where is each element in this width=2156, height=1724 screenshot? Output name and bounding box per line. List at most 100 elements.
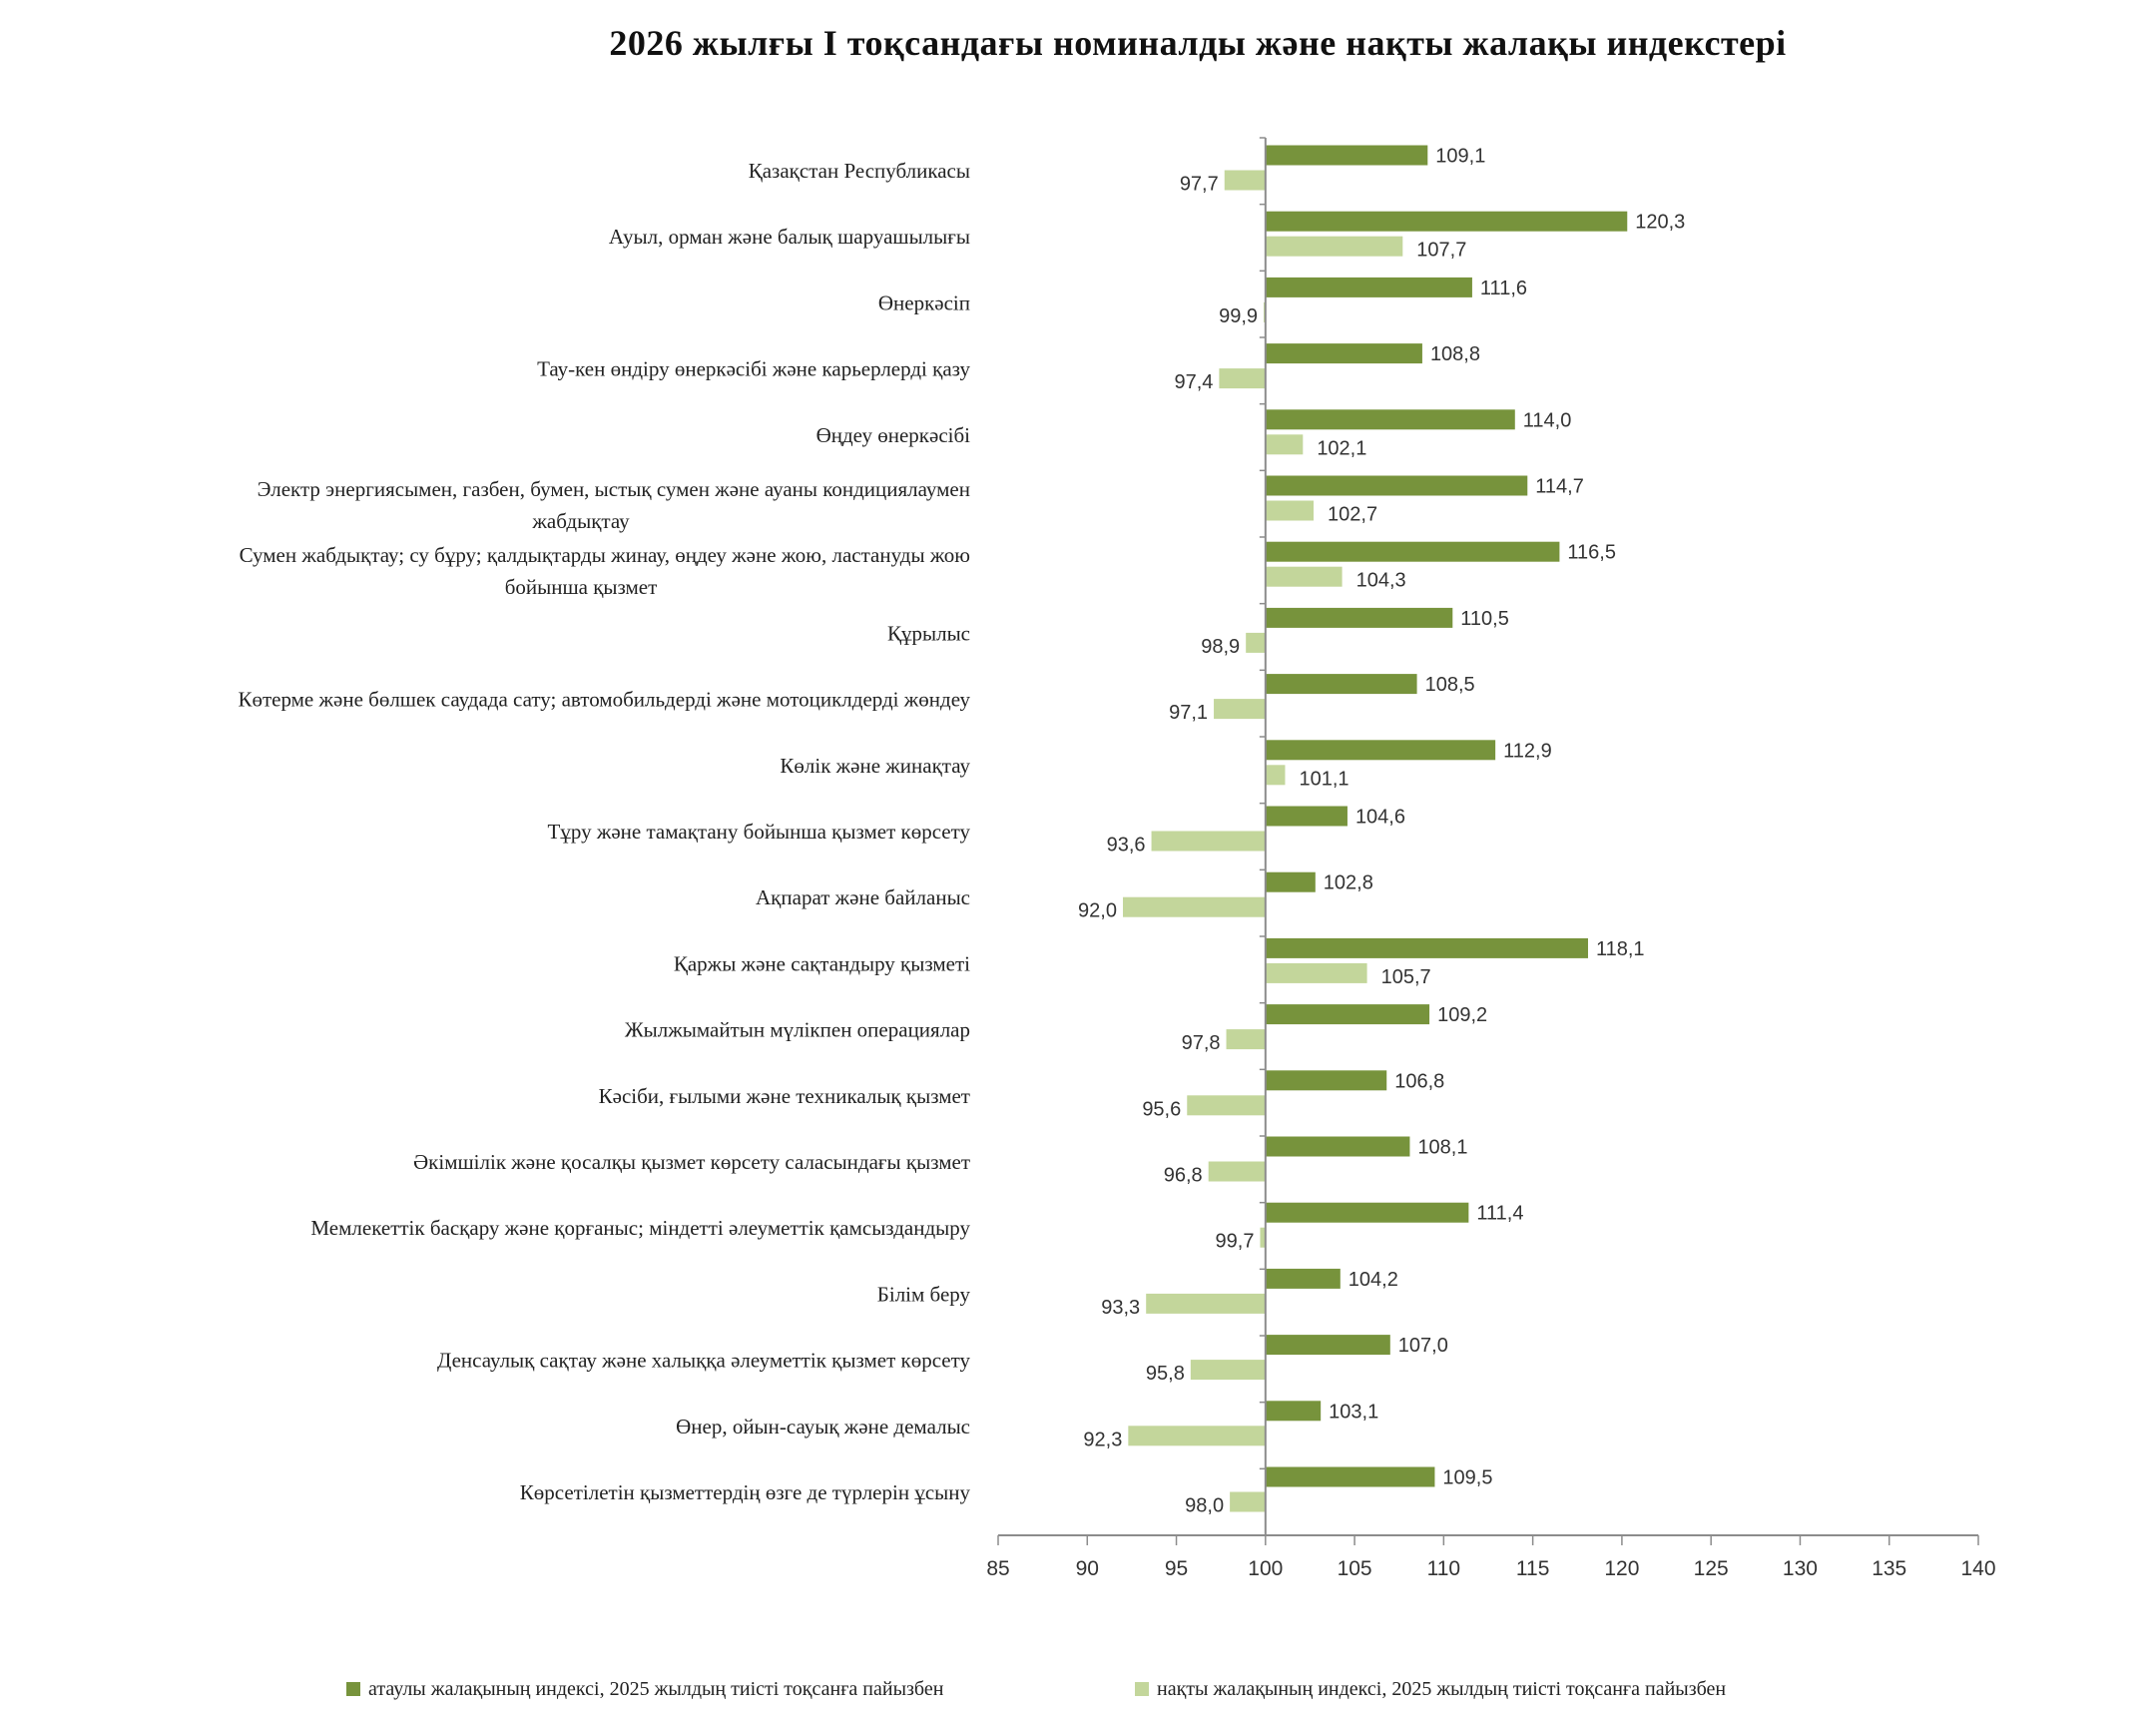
real-value-label: 99,9 — [1219, 305, 1258, 327]
nominal-value-label: 109,5 — [1442, 1467, 1492, 1489]
real-wage-bar — [1246, 632, 1266, 653]
nominal-value-label: 110,5 — [1460, 608, 1509, 630]
real-wage-bar — [1226, 1029, 1266, 1050]
x-tick-label: 140 — [1960, 1557, 1995, 1580]
nominal-wage-bar — [1265, 409, 1515, 430]
real-wage-bar — [1265, 500, 1315, 521]
nominal-value-label: 118,1 — [1596, 938, 1645, 960]
real-wage-bar — [1208, 1161, 1266, 1182]
category-label: Өнеркәсіп — [878, 290, 970, 314]
real-wage-bar — [1128, 1426, 1266, 1446]
x-tick-label: 95 — [1165, 1557, 1188, 1580]
nominal-wage-bar — [1265, 145, 1428, 166]
nominal-wage-bar — [1265, 1335, 1390, 1356]
x-tick-label: 85 — [986, 1557, 1009, 1580]
category-label: Көлік және жинақтау — [780, 754, 970, 778]
category-label: Көтерме және бөлшек саудада сату; автомо… — [238, 688, 970, 712]
real-wage-bar — [1187, 1095, 1266, 1116]
real-wage-bar — [1122, 896, 1266, 917]
real-wage-bar — [1190, 1360, 1266, 1381]
real-wage-bar — [1265, 765, 1286, 786]
nominal-value-label: 111,6 — [1480, 278, 1527, 299]
real-wage-bar — [1219, 368, 1266, 389]
nominal-value-label: 109,1 — [1435, 146, 1485, 168]
real-value-label: 107,7 — [1416, 240, 1466, 262]
legend-label: нақты жалақының индексі, 2025 жылдың тиі… — [1157, 1678, 1726, 1700]
real-value-label: 98,9 — [1201, 636, 1240, 658]
nominal-wage-bar — [1265, 1268, 1341, 1289]
axes: 85 90 95 100 105 110 115 120 125 130 135 140 — [986, 137, 1996, 1580]
x-tick-label: 130 — [1783, 1557, 1818, 1580]
nominal-value-label: 114,7 — [1535, 476, 1584, 498]
real-value-label: 95,8 — [1146, 1363, 1185, 1385]
real-value-label: 101,1 — [1299, 768, 1348, 790]
x-tick-label: 110 — [1427, 1557, 1460, 1580]
real-wage-bar — [1265, 962, 1367, 983]
nominal-value-label: 104,6 — [1355, 807, 1405, 829]
real-value-label: 99,7 — [1216, 1231, 1255, 1253]
nominal-wage-bar — [1265, 541, 1560, 562]
real-wage-bar — [1230, 1491, 1266, 1512]
real-value-label: 93,3 — [1101, 1297, 1140, 1319]
real-value-label: 105,7 — [1381, 966, 1431, 988]
nominal-value-label: 111,4 — [1476, 1203, 1523, 1225]
real-wage-bar — [1224, 170, 1266, 191]
category-label: Денсаулық сақтау және халыққа әлеуметтік… — [437, 1349, 970, 1373]
value-labels: 109,1 97,7 120,3 107,7 111,6 99,9 108,8 97,4 114… — [1078, 146, 1685, 1517]
nominal-value-label: 114,0 — [1523, 409, 1572, 431]
category-label: Құрылыс — [887, 621, 970, 645]
real-wage-bar — [1265, 566, 1343, 587]
real-wage-bar — [1260, 1227, 1266, 1248]
real-value-label: 93,6 — [1107, 835, 1146, 857]
legend-label: атаулы жалақының индексі, 2025 жылдың ти… — [368, 1678, 944, 1700]
category-label: Мемлекеттік басқару және қорғаныс; мінде… — [310, 1216, 970, 1240]
chart-title: 2026 жылғы І тоқсандағы номиналды және н… — [609, 23, 1787, 63]
category-label: Өңдеу өнеркәсібі — [816, 423, 971, 447]
bars — [1122, 145, 1628, 1512]
category-label: Ақпарат және байланыс — [756, 885, 970, 909]
nominal-wage-bar — [1265, 1401, 1322, 1422]
real-value-label: 96,8 — [1164, 1165, 1203, 1187]
x-tick-label: 90 — [1076, 1557, 1099, 1580]
nominal-wage-bar — [1265, 277, 1472, 297]
nominal-wage-bar — [1265, 806, 1348, 827]
real-value-label: 97,1 — [1169, 702, 1208, 724]
nominal-value-label: 109,2 — [1437, 1004, 1487, 1026]
category-label: Жылжымайтын мүлікпен операциялар — [625, 1018, 970, 1042]
nominal-wage-bar — [1265, 211, 1628, 232]
nominal-wage-bar — [1265, 343, 1422, 364]
category-label: Әкімшілік және қосалқы қызмет көрсету са… — [413, 1150, 970, 1174]
category-label: Кәсіби, ғылыми және техникалық қызмет — [599, 1084, 970, 1108]
nominal-value-label: 106,8 — [1394, 1070, 1444, 1092]
real-wage-bar — [1265, 236, 1403, 257]
nominal-wage-bar — [1265, 1136, 1410, 1157]
x-tick-label: 135 — [1872, 1557, 1906, 1580]
category-label: Сумен жабдықтау; су бұру; қалдықтарды жи… — [240, 543, 970, 567]
nominal-value-label: 102,8 — [1324, 872, 1373, 894]
nominal-value-label: 116,5 — [1567, 542, 1616, 564]
category-label: Білім беру — [877, 1282, 971, 1306]
category-label: жабдықтау — [531, 509, 630, 533]
legend: атаулы жалақының индексі, 2025 жылдың ти… — [346, 1678, 1726, 1700]
category-label: Тау-кен өндіру өнеркәсібі және карьерлер… — [537, 357, 970, 381]
nominal-value-label: 108,5 — [1425, 674, 1475, 696]
nominal-wage-bar — [1265, 871, 1316, 892]
x-tick-label: 100 — [1248, 1557, 1283, 1580]
x-tick-label: 115 — [1516, 1557, 1549, 1580]
nominal-wage-bar — [1265, 937, 1588, 958]
nominal-value-label: 108,8 — [1430, 343, 1480, 365]
nominal-value-label: 120,3 — [1635, 212, 1685, 234]
nominal-wage-bar — [1265, 1004, 1430, 1025]
category-label: Көрсетілетін қызметтердің өзге де түрлер… — [520, 1480, 971, 1504]
category-label: бойынша қызмет — [505, 575, 658, 599]
category-label: Тұру және тамақтану бойынша қызмет көрсе… — [548, 820, 971, 844]
real-value-label: 97,4 — [1174, 371, 1213, 393]
category-label: Ауыл, орман және балық шаруашылығы — [609, 225, 970, 249]
real-wage-bar — [1265, 434, 1304, 455]
x-tick-label: 120 — [1604, 1557, 1639, 1580]
real-value-label: 95,6 — [1142, 1098, 1181, 1120]
legend-swatch — [346, 1682, 360, 1696]
nominal-wage-bar — [1265, 1202, 1469, 1223]
real-value-label: 102,7 — [1328, 504, 1377, 526]
